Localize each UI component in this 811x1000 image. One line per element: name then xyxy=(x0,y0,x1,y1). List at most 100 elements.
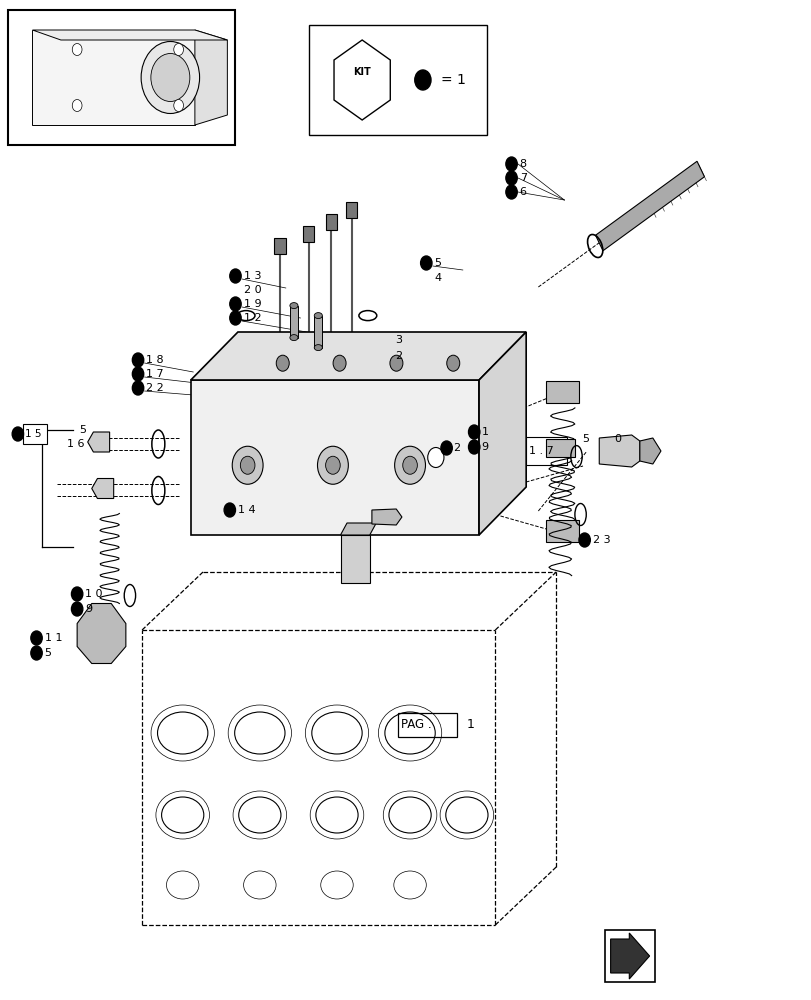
Bar xyxy=(308,25,487,135)
Circle shape xyxy=(132,367,144,381)
Bar xyxy=(90,70,109,94)
Text: 4: 4 xyxy=(434,273,441,283)
Polygon shape xyxy=(546,381,578,403)
Circle shape xyxy=(505,171,517,185)
Ellipse shape xyxy=(290,335,298,341)
Circle shape xyxy=(230,297,241,311)
Bar xyxy=(604,930,654,982)
Polygon shape xyxy=(77,603,126,664)
Circle shape xyxy=(224,503,235,517)
Bar xyxy=(23,424,47,444)
Ellipse shape xyxy=(290,303,298,309)
Circle shape xyxy=(276,355,289,371)
Polygon shape xyxy=(546,519,578,542)
Circle shape xyxy=(389,355,402,371)
Polygon shape xyxy=(92,478,114,498)
Circle shape xyxy=(72,100,82,111)
Polygon shape xyxy=(478,332,526,535)
Circle shape xyxy=(232,446,263,484)
Polygon shape xyxy=(88,432,109,452)
Polygon shape xyxy=(639,438,660,464)
Text: 1 2: 1 2 xyxy=(243,313,261,323)
Text: 2 3: 2 3 xyxy=(592,535,610,545)
Text: 1 8: 1 8 xyxy=(146,355,164,365)
Text: 2: 2 xyxy=(395,351,402,361)
Text: 6: 6 xyxy=(519,187,526,197)
Circle shape xyxy=(440,441,452,455)
Bar xyxy=(274,238,285,254)
Ellipse shape xyxy=(314,345,322,351)
Text: 9: 9 xyxy=(85,604,92,614)
Text: PAG .: PAG . xyxy=(401,718,431,732)
Bar xyxy=(290,306,298,338)
Polygon shape xyxy=(545,439,574,457)
Polygon shape xyxy=(610,933,649,979)
Circle shape xyxy=(578,533,590,547)
Text: 1 5: 1 5 xyxy=(25,429,41,439)
Circle shape xyxy=(394,446,425,484)
Bar xyxy=(325,214,337,230)
Text: 1 7: 1 7 xyxy=(146,369,164,379)
Circle shape xyxy=(71,602,83,616)
Ellipse shape xyxy=(314,313,322,319)
Text: 1 . 7: 1 . 7 xyxy=(529,446,553,456)
Circle shape xyxy=(414,70,431,90)
Circle shape xyxy=(132,353,144,367)
Circle shape xyxy=(420,256,431,270)
Circle shape xyxy=(141,41,200,113)
Circle shape xyxy=(333,355,345,371)
Circle shape xyxy=(427,448,444,468)
Circle shape xyxy=(12,427,24,441)
Circle shape xyxy=(446,355,459,371)
Text: 8: 8 xyxy=(519,159,526,169)
Bar xyxy=(314,316,322,348)
Circle shape xyxy=(132,381,144,395)
Circle shape xyxy=(230,269,241,283)
Polygon shape xyxy=(333,40,390,120)
Bar xyxy=(340,535,369,583)
Text: KIT: KIT xyxy=(353,67,371,77)
Text: 1: 1 xyxy=(481,427,488,437)
Polygon shape xyxy=(599,435,639,467)
Circle shape xyxy=(402,456,417,474)
Polygon shape xyxy=(340,523,375,535)
Bar xyxy=(526,437,566,465)
Circle shape xyxy=(72,43,82,55)
Bar xyxy=(191,380,478,535)
Text: 2 0: 2 0 xyxy=(243,285,261,295)
Text: 1 0: 1 0 xyxy=(85,589,103,599)
Text: 2 2: 2 2 xyxy=(146,383,164,393)
Circle shape xyxy=(468,440,479,454)
Circle shape xyxy=(151,53,190,102)
Polygon shape xyxy=(371,509,401,525)
Circle shape xyxy=(240,456,255,474)
Polygon shape xyxy=(195,30,227,125)
Polygon shape xyxy=(32,30,195,125)
Text: 1 4: 1 4 xyxy=(238,505,255,515)
Circle shape xyxy=(31,631,42,645)
Circle shape xyxy=(505,185,517,199)
Text: 1: 1 xyxy=(466,718,474,732)
Circle shape xyxy=(230,311,241,325)
Circle shape xyxy=(505,157,517,171)
Text: 5: 5 xyxy=(434,258,441,268)
Circle shape xyxy=(71,587,83,601)
Circle shape xyxy=(174,100,183,111)
Circle shape xyxy=(325,456,340,474)
Text: 5: 5 xyxy=(581,434,589,444)
Text: 5: 5 xyxy=(79,425,86,435)
Circle shape xyxy=(174,43,183,55)
Polygon shape xyxy=(191,332,526,380)
Bar xyxy=(83,60,117,103)
Text: 3: 3 xyxy=(395,335,402,345)
Text: 9: 9 xyxy=(481,442,488,452)
Polygon shape xyxy=(594,161,704,251)
Circle shape xyxy=(317,446,348,484)
Polygon shape xyxy=(32,30,227,40)
Text: 1 6: 1 6 xyxy=(67,439,84,449)
Text: 1 9: 1 9 xyxy=(243,299,261,309)
Text: 7: 7 xyxy=(519,173,526,183)
Text: 5: 5 xyxy=(45,648,52,658)
Bar xyxy=(345,202,357,218)
Bar xyxy=(303,226,314,242)
